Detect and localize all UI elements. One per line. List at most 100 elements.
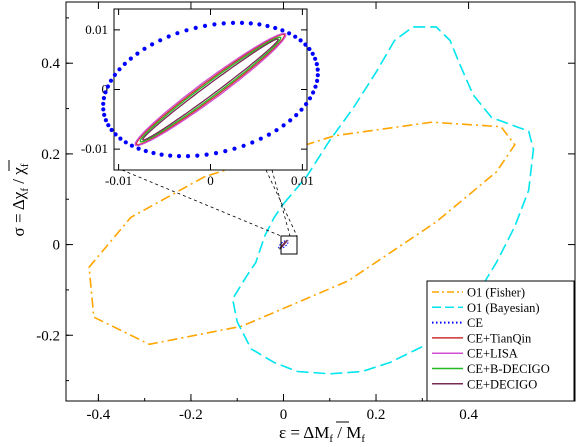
inset-series-ce-point <box>184 28 189 33</box>
inset-series-ce-point <box>142 46 147 51</box>
inset-series-ce-point <box>212 22 217 27</box>
inset-series-ce-point <box>123 140 128 145</box>
inset-series-ce-point <box>310 51 315 56</box>
inset-series-ce-point <box>241 143 246 148</box>
inset-series-ce-point <box>311 90 316 95</box>
y-axis-label: σ = Δχf / χf <box>8 160 31 236</box>
inset-series-ce-point <box>129 143 134 148</box>
inset-series <box>101 20 320 159</box>
inset-series-ce-point <box>150 42 155 47</box>
legend-label-ce-tianqin: CE+TianQin <box>467 331 532 345</box>
inset-series-ce-point <box>204 152 209 157</box>
inset-series-ce-point <box>266 132 271 137</box>
inset-series-ce-point <box>113 132 118 137</box>
inset-series-ce-point <box>299 107 304 112</box>
legend-label-ce-decigo: CE+DECIGO <box>467 377 537 391</box>
inset-series-ce-point <box>314 62 319 67</box>
y-tick-label: 0.2 <box>41 147 60 163</box>
inset-series-ce-point <box>273 25 278 31</box>
inset-series-ce-point <box>103 118 108 123</box>
series-ce-decigo-main <box>279 240 288 249</box>
inset-y-tick-label: -0.01 <box>81 141 108 156</box>
inset-series-ce-point <box>109 127 114 133</box>
inset-series-ce-point <box>298 38 303 43</box>
inset-series-ce-point <box>105 84 110 89</box>
x-tick-label: 0.2 <box>367 407 386 423</box>
x-tick-label: 0.4 <box>459 407 478 423</box>
inset-series-ce-point <box>101 107 106 112</box>
inset-series-ce-point <box>221 21 226 26</box>
inset-series-ce-b-decigo <box>139 36 282 143</box>
legend-label-ce-b-decigo: CE+B-DECIGO <box>467 362 550 376</box>
main-axes: -0.4 -0.2 0 0.2 0.4 -0.2 0 0.2 0.4 <box>36 2 575 423</box>
inset-series-ce-point <box>258 136 263 141</box>
inset-y-tick-label: 0 <box>102 82 109 97</box>
inset-series-ce-point <box>313 84 318 89</box>
inset-series-ce-point <box>108 78 114 83</box>
series-o1-bayesian- <box>231 26 535 375</box>
inset-series-ce-point <box>143 148 148 154</box>
legend-label-o1-bayesian-: O1 (Bayesian) <box>467 301 540 315</box>
inset-series-ce-point <box>239 20 245 25</box>
inset-series-ce-point <box>103 90 108 95</box>
inset-series-ce-point <box>136 146 141 151</box>
inset-series-ce-point <box>202 23 208 28</box>
inset-series-ce-point <box>151 150 156 156</box>
inset-plot-frame <box>113 8 308 171</box>
inset-series-ce-point <box>303 42 308 47</box>
legend-box <box>426 280 575 402</box>
series-ce-main <box>278 239 289 250</box>
inset-series-ce-point <box>118 136 123 141</box>
legend-label-o1-fisher-: O1 (Fisher) <box>467 286 525 300</box>
inset-x-tick-label: -0.01 <box>105 173 132 188</box>
series-o1-fisher- <box>88 121 516 346</box>
legend-label-ce: CE <box>467 316 483 330</box>
inset-series-ce-point <box>288 118 293 123</box>
inset-series-ce-point <box>193 25 198 30</box>
inset-series-ce-point <box>195 153 200 158</box>
inset-series-ce-tianqin <box>135 33 286 146</box>
inset-x-tick-label: 0.01 <box>291 173 314 188</box>
main-series <box>88 26 535 375</box>
inset-series-ce-point <box>112 72 117 77</box>
inset-series-ce-point <box>257 22 262 27</box>
inset-series-ce-point <box>315 78 320 83</box>
inset-series-ce-point <box>158 38 163 43</box>
inset-series-ce-point <box>307 46 312 52</box>
inset-series-ce-point <box>135 51 140 56</box>
inset-series-ce-point <box>159 152 164 157</box>
inset-series-ce-point <box>117 67 122 72</box>
inset-series-ce-point <box>287 31 292 36</box>
x-axis-label: ε = ΔMf / Mf <box>279 423 365 445</box>
inset-series-ce-point <box>248 21 253 26</box>
inset-series-ce-point <box>223 149 228 154</box>
inset-series-ce-point <box>315 67 320 72</box>
main-plot-frame <box>65 1 576 402</box>
inset-axes: -0.01 0 0.01 -0.01 0 0.01 <box>81 9 314 188</box>
inset-series-ce-point <box>106 123 111 128</box>
inset-x-tick-label: 0 <box>207 173 214 188</box>
inset-series-ce-point <box>122 61 127 66</box>
inset-series-ce-point <box>128 56 133 61</box>
inset-series-ce-point <box>185 154 191 159</box>
inset-series-ce-point <box>168 153 173 158</box>
inset-series-ce-point <box>304 102 309 107</box>
svg-text:σ = Δχf / χf: σ = Δχf / χf <box>9 163 31 236</box>
inset-series-ce-point <box>281 123 286 128</box>
inset-series-ce-point <box>166 34 171 39</box>
zoom-connector-left <box>121 169 282 237</box>
inset-series-ce-point <box>294 113 299 118</box>
inset-series-ce-point <box>102 112 107 117</box>
x-tick-label: -0.4 <box>87 407 111 423</box>
inset-series-ce-point <box>101 101 106 106</box>
zoom-region-box <box>280 235 298 255</box>
inset-series-ce-point <box>176 154 182 159</box>
x-tick-label: -0.2 <box>179 407 203 423</box>
inset-series-ce-point <box>315 73 320 78</box>
inset-series-ce-point <box>101 96 106 101</box>
inset-series-ce-point <box>280 28 285 33</box>
inset-series-ce-point <box>313 56 318 61</box>
inset-series-ce-point <box>307 96 313 101</box>
